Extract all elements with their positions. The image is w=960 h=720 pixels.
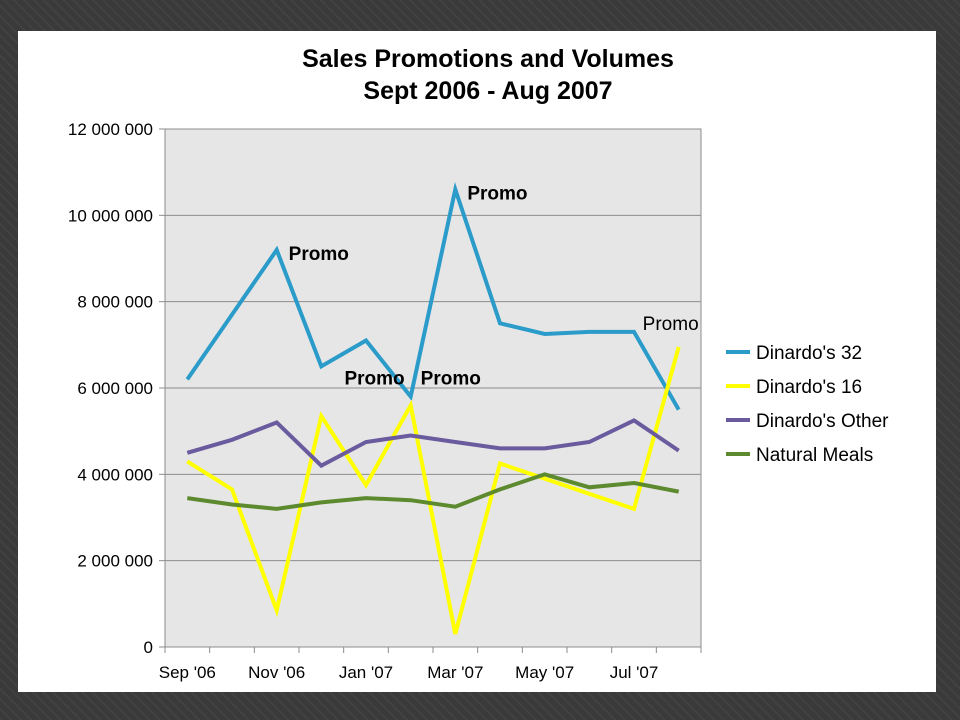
y-tick-label: 6 000 000 (77, 379, 153, 398)
series-line-dinardo-s-other (186, 418, 680, 469)
y-tick-label: 2 000 000 (77, 552, 153, 571)
y-tick-label: 12 000 000 (68, 120, 153, 139)
chart-panel: 0 2 000 000 4 000 000 6 000 000 8 000 000 10 … (18, 31, 936, 692)
y-tick-label: 4 000 000 (77, 465, 153, 484)
series-line-dinardo-s-32 (185, 181, 681, 411)
legend: Dinardo's 32 Dinardo's 16 Dinardo's Other N… (726, 343, 889, 466)
x-tick-label: Nov '06 (248, 663, 305, 682)
y-axis-ticks: 0 2 000 000 4 000 000 6 000 000 8 000 000 10 … (68, 120, 165, 657)
chart-subtitle: Sept 2006 - Aug 2007 (363, 77, 612, 105)
promo-annotation: Promo (467, 183, 527, 204)
legend-label: Dinardo's 16 (756, 377, 862, 398)
series-line-dinardo-s-16 (186, 346, 681, 635)
series-line-natural-meals (187, 472, 680, 511)
x-tick-label: May '07 (515, 663, 574, 682)
x-tick-label: Sep '06 (159, 663, 216, 682)
x-tick-label: Mar '07 (427, 663, 483, 682)
series-lines (185, 181, 681, 635)
legend-label: Dinardo's Other (756, 411, 889, 432)
sales-line-chart: 0 2 000 000 4 000 000 6 000 000 8 000 000 10 … (68, 45, 889, 682)
y-tick-label: 10 000 000 (68, 206, 153, 225)
y-tick-label: 8 000 000 (77, 293, 153, 312)
legend-label: Dinardo's 32 (756, 343, 862, 364)
annotations: Promo Promo Promo Promo Promo (289, 183, 699, 389)
promo-annotation: Promo (643, 314, 699, 335)
promo-annotation: Promo (344, 368, 404, 389)
chart-title: Sales Promotions and Volumes (302, 45, 674, 73)
y-tick-label: 0 (144, 638, 153, 657)
legend-label: Natural Meals (756, 445, 873, 466)
promo-annotation: Promo (289, 244, 349, 265)
promo-annotation: Promo (421, 368, 481, 389)
x-tick-label: Jul '07 (610, 663, 659, 682)
x-axis-ticks: Sep '06 Nov '06 Jan '07 Mar '07 May '07 Jul '… (159, 647, 702, 682)
x-tick-label: Jan '07 (339, 663, 393, 682)
